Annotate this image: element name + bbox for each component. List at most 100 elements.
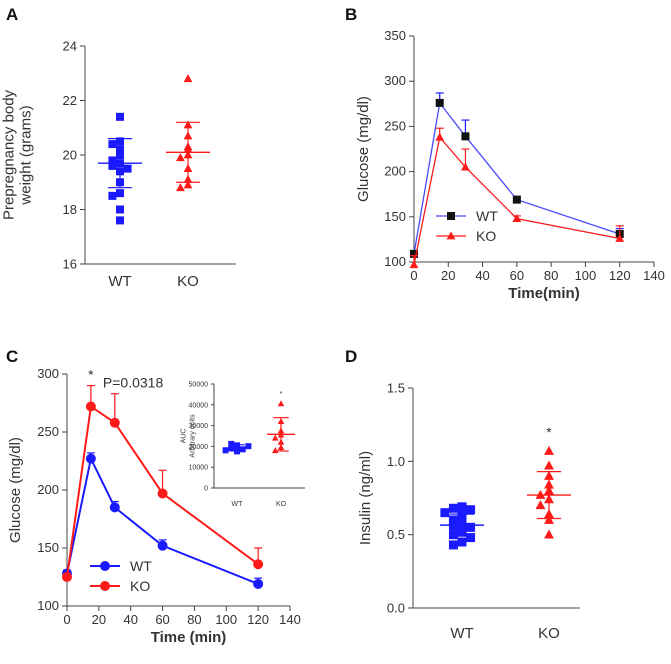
x-axis-label: Time(min) (508, 285, 579, 302)
y-tick-label: 16 (63, 257, 77, 272)
series-line-wt (413, 101, 620, 254)
data-point (108, 140, 117, 149)
panel-d-chart: 0.0 0.5 1.0 1.5 WT KO Insulin (ng/ml) * (357, 381, 580, 642)
y-tick-label: 20000 (189, 444, 209, 451)
panel-a-chart: 16 18 20 22 24 WT KO Prepregnancy body weight (g… (1, 39, 236, 290)
data-point (253, 559, 264, 570)
x-tick-label: 40 (475, 268, 489, 283)
data-point (461, 132, 470, 141)
data-point (544, 529, 554, 539)
data-point (409, 260, 419, 269)
y-tick-label: 0.5 (387, 527, 405, 542)
y-tick-label: 10000 (189, 465, 209, 472)
data-point (466, 522, 476, 532)
data-point (435, 98, 444, 107)
data-point (228, 440, 235, 447)
x-tick-label: 0 (410, 268, 417, 283)
y-axis-label: Glucose (mg/dl) (355, 96, 372, 202)
x-tick-label: 100 (575, 268, 597, 283)
data-point (448, 530, 458, 540)
x-category-label: KO (538, 625, 560, 642)
y-tick-label: 50000 (189, 381, 209, 388)
legend-marker (447, 212, 455, 220)
x-category-label: KO (177, 273, 199, 290)
x-tick-label: 80 (544, 268, 558, 283)
data-point (85, 453, 96, 464)
data-point (448, 521, 458, 531)
significance-star: * (546, 424, 552, 440)
legend-label: KO (476, 228, 496, 244)
x-tick-label: 40 (123, 612, 137, 627)
data-point (440, 508, 450, 518)
data-point (245, 443, 252, 450)
y-axis-label: Prepregnancy body (1, 89, 18, 220)
panel-b-chart: 100 150 200 250 300 350 0 20 40 60 80 100 120 140 Time… (355, 28, 665, 302)
x-tick-label: 60 (155, 612, 169, 627)
y-tick-label: 0 (204, 485, 208, 492)
panel-letter-d: D (345, 347, 357, 366)
data-point (109, 502, 120, 513)
legend-marker (100, 561, 110, 571)
y-tick-label: 150 (384, 209, 406, 224)
y-tick-label: 22 (63, 93, 77, 108)
data-point (544, 460, 554, 470)
data-point (272, 434, 279, 441)
y-tick-label: 100 (37, 598, 59, 613)
data-point (85, 401, 96, 412)
y-tick-label: 150 (37, 540, 59, 555)
y-tick-label: 0.0 (387, 601, 405, 616)
y-tick-label: 20 (63, 148, 77, 163)
x-tick-label: 120 (609, 268, 631, 283)
data-point (157, 540, 168, 551)
data-point (176, 183, 185, 192)
y-tick-label: 300 (37, 366, 59, 381)
data-point (410, 249, 418, 258)
y-tick-label: 24 (63, 39, 77, 54)
data-point (512, 214, 522, 223)
x-category-label: WT (108, 273, 131, 290)
y-tick-label: 200 (384, 164, 406, 179)
data-point (222, 447, 229, 454)
data-point (457, 537, 467, 547)
data-point (108, 161, 117, 170)
data-point (512, 195, 521, 204)
panel-letter-c: C (6, 347, 18, 366)
data-point (544, 514, 554, 524)
data-point (277, 400, 285, 407)
panel-letter-a: A (6, 5, 18, 24)
legend-marker (100, 581, 110, 591)
x-category-label: WT (232, 501, 244, 508)
y-tick-label: 250 (384, 118, 406, 133)
data-point (116, 189, 124, 198)
data-point (457, 502, 467, 512)
y-axis-label: AUC (181, 429, 188, 444)
x-tick-label: 60 (510, 268, 524, 283)
x-tick-label: 100 (215, 612, 237, 627)
data-point (116, 112, 124, 121)
y-tick-label: 30000 (189, 423, 209, 430)
x-tick-label: 20 (441, 268, 455, 283)
data-point (448, 503, 458, 513)
data-point (123, 164, 132, 173)
y-tick-label: 1.0 (387, 454, 405, 469)
data-point (109, 417, 120, 428)
y-axis-label: Insulin (ng/ml) (357, 451, 374, 545)
x-tick-label: 120 (247, 612, 269, 627)
data-point (116, 205, 124, 214)
x-tick-label: 140 (279, 612, 301, 627)
data-point (435, 132, 445, 141)
y-tick-label: 1.5 (387, 381, 405, 396)
p-value-label: P=0.0318 (103, 375, 164, 391)
data-point (544, 445, 554, 455)
legend-label: WT (476, 208, 498, 224)
panel-c-chart: 100 150 200 250 300 0 20 40 60 80 100 120 140 Time (m… (7, 366, 305, 646)
x-tick-label: 140 (643, 268, 665, 283)
x-tick-label: 0 (63, 612, 70, 627)
y-tick-label: 350 (384, 28, 406, 43)
data-point (183, 74, 193, 83)
data-point (615, 233, 625, 242)
x-category-label: WT (450, 625, 473, 642)
data-point (272, 447, 279, 454)
data-point (62, 572, 72, 582)
